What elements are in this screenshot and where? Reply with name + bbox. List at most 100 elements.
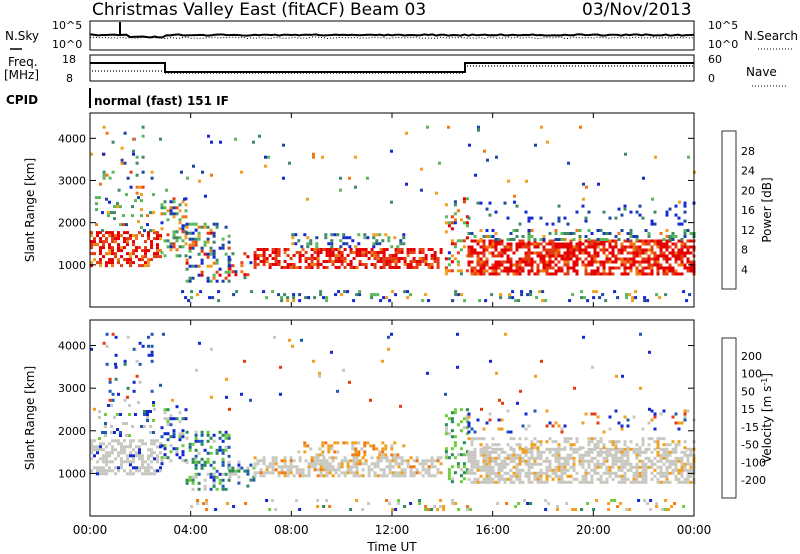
power-range-gate (533, 238, 537, 241)
power-range-gate (265, 296, 269, 300)
power-range-gate (494, 232, 498, 235)
velocity-range-gate (488, 462, 492, 466)
velocity-range-gate (623, 462, 627, 466)
velocity-range-gate (114, 353, 118, 357)
power-range-gate (319, 248, 323, 251)
velocity-range-gate (226, 502, 230, 505)
velocity-range-gate (491, 437, 495, 441)
power-range-gate (665, 257, 669, 261)
velocity-range-gate (286, 465, 290, 469)
velocity-range-gate (318, 447, 322, 451)
velocity-range-gate (244, 502, 248, 505)
velocity-range-gate (397, 465, 401, 469)
velocity-range-gate (224, 445, 228, 449)
power-range-gate (188, 231, 192, 235)
velocity-range-gate (322, 468, 326, 472)
power-range-gate (307, 296, 311, 300)
velocity-range-gate (518, 453, 522, 457)
velocity-range-gate (105, 362, 109, 366)
velocity-range-gate (215, 475, 219, 479)
power-range-gate (372, 236, 376, 240)
velocity-range-gate (479, 437, 483, 441)
power-range-gate (430, 248, 434, 251)
velocity-range-gate (90, 439, 93, 443)
velocity-range-gate (141, 442, 144, 446)
power-range-gate (141, 185, 145, 189)
power-range-gate (400, 251, 404, 254)
velocity-range-gate (536, 477, 540, 481)
power-range-gate (265, 257, 269, 260)
power-range-gate (349, 251, 353, 254)
power-range-gate (470, 248, 474, 252)
velocity-range-gate (605, 471, 609, 475)
velocity-range-gate (548, 474, 552, 478)
power-range-gate (596, 251, 600, 255)
velocity-range-gate (240, 466, 244, 470)
velocity-range-gate (132, 439, 135, 443)
power-range-gate (536, 269, 540, 273)
power-range-gate (310, 263, 314, 266)
velocity-range-gate (635, 447, 639, 451)
power-range-gate (488, 201, 492, 205)
power-range-gate (399, 242, 403, 246)
velocity-range-gate (473, 447, 477, 451)
power-range-gate (181, 227, 185, 231)
velocity-range-gate (662, 447, 666, 451)
velocity-range-gate (470, 437, 474, 441)
power-range-gate (101, 229, 104, 233)
velocity-range-gate (599, 462, 603, 466)
power-range-gate (277, 248, 281, 251)
power-range-gate (400, 257, 404, 260)
velocity-range-gate (456, 462, 460, 466)
power-range-gate (102, 240, 105, 244)
velocity-range-gate (521, 480, 525, 484)
velocity-range-gate (686, 474, 690, 478)
velocity-range-gate (108, 377, 112, 381)
velocity-range-gate (614, 440, 618, 444)
power-range-gate (575, 272, 579, 276)
power-range-gate (563, 254, 567, 258)
velocity-range-gate (447, 432, 451, 436)
velocity-range-gate (373, 471, 377, 475)
velocity-range-gate (126, 472, 129, 476)
power-range-gate (521, 242, 525, 246)
power-range-gate (111, 249, 114, 253)
power-range-gate (680, 254, 684, 258)
power-range-gate (548, 251, 552, 255)
power-range-gate (337, 251, 341, 254)
power-range-gate (611, 272, 615, 276)
power-range-gate (200, 273, 204, 277)
velocity-range-gate (524, 437, 528, 441)
velocity-range-gate (343, 474, 347, 478)
velocity-range-gate (132, 472, 135, 476)
power-range-gate (98, 196, 101, 200)
power-range-gate (614, 216, 618, 220)
velocity-range-gate (117, 439, 120, 443)
velocity-range-gate (590, 477, 594, 481)
velocity-range-gate (102, 466, 105, 470)
power-range-gate (656, 272, 660, 276)
power-range-gate (200, 261, 204, 265)
velocity-range-gate (686, 462, 690, 466)
power-range-gate (387, 239, 391, 243)
power-range-gate (602, 245, 606, 249)
velocity-range-gate (105, 451, 108, 455)
power-range-gate (665, 213, 669, 217)
velocity-range-gate (572, 450, 576, 454)
power-range-gate (572, 254, 576, 258)
power-scatter (90, 125, 696, 303)
cpid-value: normal (fast) 151 IF (94, 94, 229, 108)
power-range-gate (188, 222, 192, 226)
power-range-gate (185, 231, 189, 235)
velocity-range-gate (473, 465, 477, 469)
velocity-range-gate (93, 466, 96, 470)
velocity-range-gate (476, 459, 480, 463)
power-range-gate (602, 263, 606, 267)
velocity-range-gate (232, 505, 236, 508)
velocity-range-gate (623, 443, 627, 447)
power-range-gate (210, 140, 213, 144)
velocity-range-gate (485, 468, 489, 472)
power-range-gate (632, 235, 636, 238)
power-range-gate (324, 233, 328, 237)
power-range-gate (533, 272, 537, 276)
